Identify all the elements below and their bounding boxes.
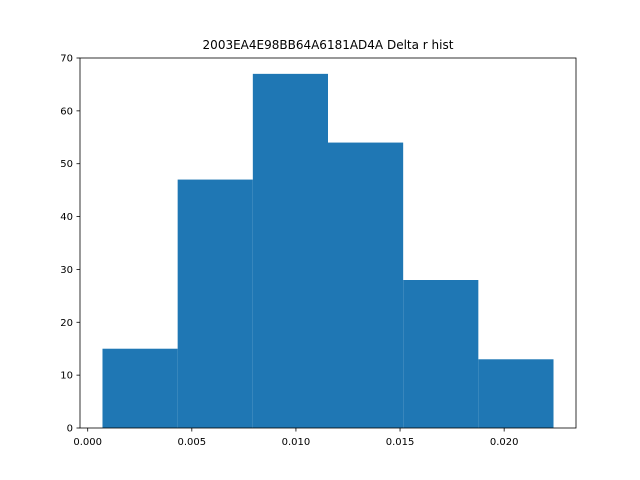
y-tick-label: 30 xyxy=(60,265,73,276)
plot-area-frame xyxy=(79,57,577,429)
y-axis-ticks: 0 10 20 30 40 50 60 70 xyxy=(60,54,80,435)
y-tick-label: 10 xyxy=(60,371,73,382)
x-tick-label: 0.015 xyxy=(386,437,415,448)
x-tick-label: 0.010 xyxy=(282,437,311,448)
histogram-bar xyxy=(102,348,178,428)
y-tick-label: 40 xyxy=(60,212,73,223)
x-axis-ticks: 0.000 0.005 0.010 0.015 0.020 xyxy=(73,428,518,448)
histogram-bar xyxy=(177,179,253,428)
y-tick-label: 20 xyxy=(60,318,73,329)
histogram-bars xyxy=(102,73,554,429)
histogram-bar xyxy=(328,142,404,429)
y-tick-label: 0 xyxy=(67,424,73,435)
histogram-bar xyxy=(252,73,328,428)
histogram-bar xyxy=(403,280,479,428)
y-tick-label: 50 xyxy=(60,159,73,170)
histogram-bar xyxy=(478,359,554,428)
x-tick-label: 0.020 xyxy=(490,437,519,448)
y-tick-label: 70 xyxy=(60,54,73,65)
y-tick-label: 60 xyxy=(60,106,73,117)
x-tick-label: 0.005 xyxy=(177,437,206,448)
chart-title: 2003EA4E98BB64A6181AD4A Delta r hist xyxy=(203,38,454,52)
x-tick-label: 0.000 xyxy=(73,437,102,448)
